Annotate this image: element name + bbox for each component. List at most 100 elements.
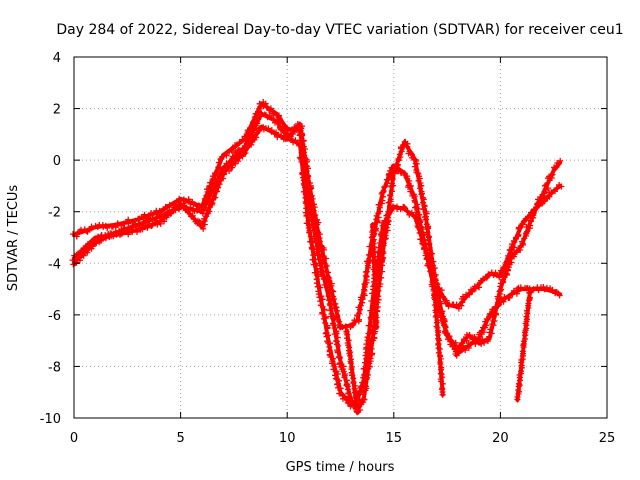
data-point <box>323 268 330 275</box>
data-point <box>347 352 353 359</box>
data-point <box>436 337 443 344</box>
data-point <box>414 170 421 176</box>
data-point <box>528 209 534 216</box>
data-point <box>235 158 242 165</box>
data-point <box>306 228 313 234</box>
data-point <box>84 249 91 256</box>
data-point <box>236 154 243 161</box>
data-point <box>323 255 330 262</box>
data-point <box>359 296 366 303</box>
data-point <box>275 118 281 125</box>
data-point <box>511 244 518 251</box>
data-point <box>182 207 189 213</box>
data-point <box>367 314 374 321</box>
data-point <box>370 248 377 255</box>
data-point <box>483 274 490 281</box>
data-point <box>250 129 257 136</box>
drop-3-markers <box>428 261 446 398</box>
data-point <box>558 183 565 190</box>
data-point <box>505 252 511 259</box>
data-point <box>116 227 123 234</box>
data-point <box>385 199 392 206</box>
data-point <box>157 219 164 226</box>
data-point <box>541 182 548 189</box>
data-point <box>185 196 192 203</box>
data-layer <box>69 99 565 416</box>
data-point <box>469 288 476 295</box>
data-point <box>433 304 440 311</box>
data-point <box>363 268 370 275</box>
data-point <box>353 394 360 401</box>
data-point <box>102 235 109 242</box>
data-point <box>149 211 156 218</box>
data-point <box>189 212 196 219</box>
data-point <box>423 246 430 253</box>
data-point <box>139 222 146 229</box>
data-point <box>261 111 268 118</box>
data-point <box>125 220 132 227</box>
data-point <box>246 134 253 141</box>
data-point <box>519 348 526 355</box>
y-tick-label: -10 <box>40 412 61 427</box>
data-point <box>384 227 391 234</box>
data-point <box>349 372 356 379</box>
data-point <box>329 360 335 367</box>
data-point <box>97 237 104 244</box>
data-point <box>343 395 350 402</box>
data-point <box>307 180 314 186</box>
data-point <box>331 331 338 338</box>
data-point <box>347 360 354 367</box>
data-point <box>356 388 363 395</box>
data-point <box>418 191 425 198</box>
data-point <box>332 304 339 311</box>
data-point <box>356 310 363 317</box>
y-tick-label: 0 <box>53 154 61 169</box>
data-point <box>307 238 314 245</box>
data-point <box>419 232 426 239</box>
data-point <box>472 285 479 292</box>
data-point <box>363 355 370 362</box>
data-point <box>305 205 312 212</box>
data-point <box>217 168 223 175</box>
data-point <box>134 229 140 235</box>
data-point <box>549 171 556 178</box>
data-point <box>321 276 328 283</box>
data-point <box>223 160 230 167</box>
data-point <box>557 157 564 164</box>
data-point <box>345 400 352 407</box>
y-tick-label: -6 <box>48 309 61 324</box>
data-point <box>347 403 354 410</box>
data-point <box>362 352 369 359</box>
data-point <box>423 216 430 223</box>
drop-2-markers <box>369 222 380 330</box>
data-point <box>426 257 433 264</box>
data-point <box>172 207 179 214</box>
data-point <box>256 100 263 107</box>
data-point <box>373 307 380 314</box>
data-point <box>361 371 368 378</box>
data-point <box>506 294 513 301</box>
data-point <box>333 341 340 348</box>
data-point <box>202 201 209 208</box>
data-point <box>332 372 338 379</box>
data-point <box>356 306 363 313</box>
data-point <box>402 205 409 212</box>
data-point <box>500 276 506 283</box>
data-point <box>506 246 513 253</box>
data-point <box>510 287 517 294</box>
data-point <box>253 134 260 141</box>
data-point <box>487 311 494 318</box>
data-point <box>502 264 509 271</box>
data-point <box>312 212 319 218</box>
y-axis-label: SDTVAR / TECUs <box>6 185 21 292</box>
data-point <box>523 224 530 230</box>
data-point <box>190 201 197 208</box>
data-point <box>394 203 400 210</box>
x-tick-label: 0 <box>70 431 78 446</box>
data-point <box>424 229 431 236</box>
data-point <box>189 213 195 220</box>
data-point <box>514 394 521 400</box>
data-point <box>302 184 308 191</box>
data-point <box>287 135 294 142</box>
